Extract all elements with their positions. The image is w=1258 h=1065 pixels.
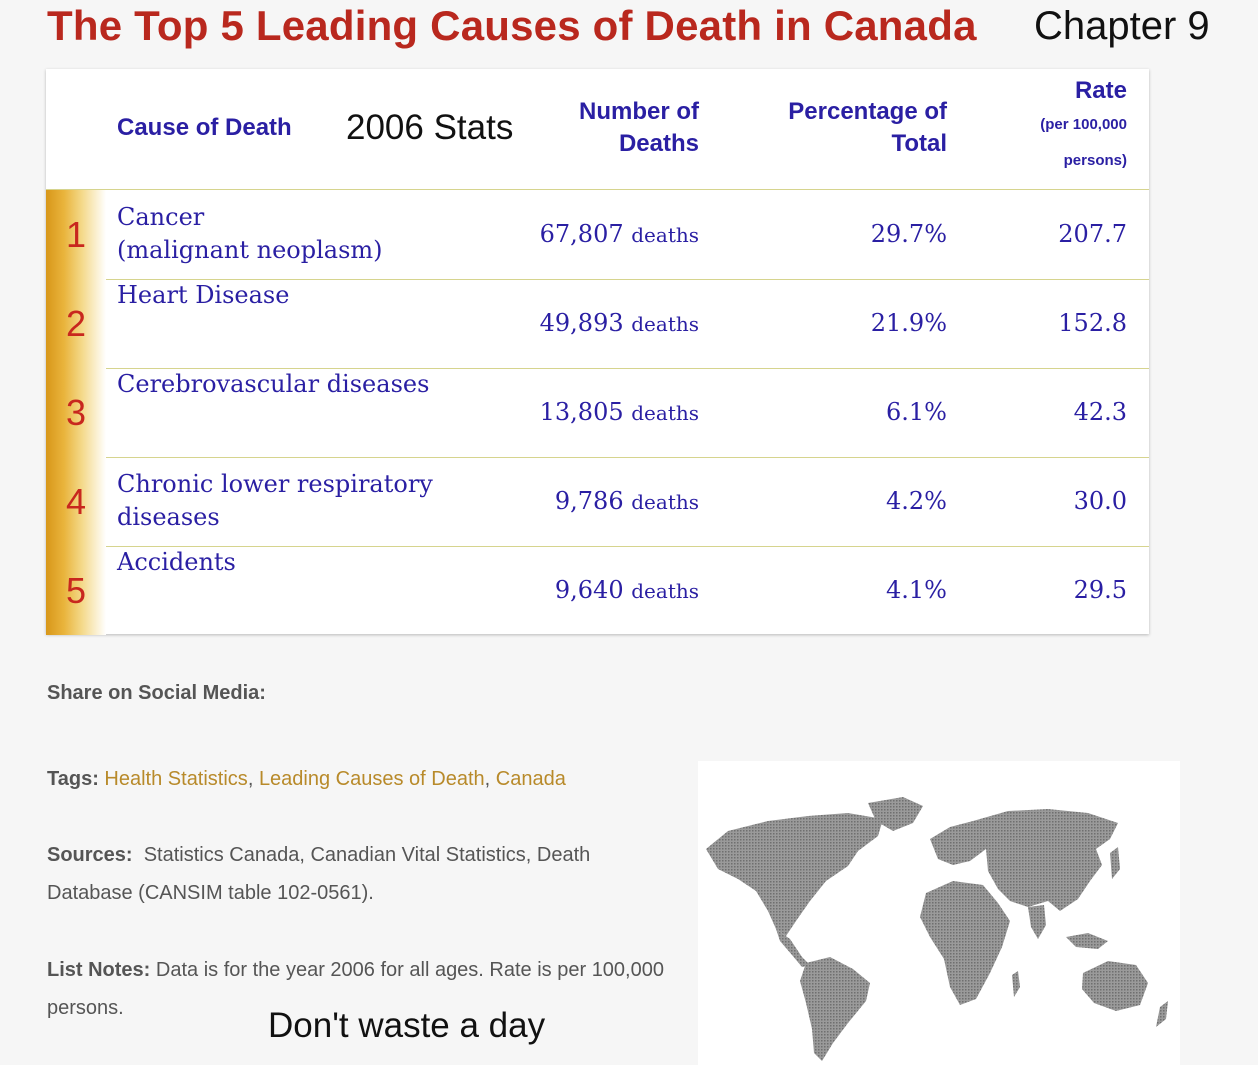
rank-badge: 4 <box>46 457 106 546</box>
share-label: Share on Social Media: <box>47 682 266 704</box>
number-value: 67,807 <box>539 220 624 248</box>
number-value: 9,640 <box>554 576 624 604</box>
cause-line1: Chronic lower respiratory <box>117 470 433 498</box>
cause-cell: Cancer (malignant neoplasm) <box>117 201 477 267</box>
number-value: 9,786 <box>554 487 624 515</box>
rate-cell: 30.0 <box>1073 487 1127 515</box>
column-header-percentage: Percentage of Total <box>727 96 947 160</box>
number-cell: 67,807 deaths <box>540 190 699 279</box>
column-header-rate-sub1: (per 100,000 <box>1040 116 1127 133</box>
column-header-number-line2: Deaths <box>618 130 699 157</box>
cause-line1: Cancer <box>117 203 205 231</box>
table-row: 5 Accidents 9,640 deaths 4.1% 29.5 <box>46 546 1149 635</box>
column-header-cause: Cause of Death <box>117 114 292 141</box>
column-header-rate-title: Rate <box>1074 77 1127 104</box>
column-header-percentage-line2: Total <box>891 130 947 157</box>
rank-badge: 5 <box>46 546 106 635</box>
world-map-icon <box>706 797 1168 1061</box>
rate-cell: 152.8 <box>1058 309 1127 337</box>
page-title: The Top 5 Leading Causes of Death in Can… <box>47 2 977 49</box>
tag-link[interactable]: Canada <box>495 768 566 790</box>
cause-line2: (malignant neoplasm) <box>117 236 383 264</box>
number-cell: 9,786 deaths <box>555 457 699 546</box>
percentage-cell: 6.1% <box>886 398 947 426</box>
column-header-rate-sub2: persons) <box>1063 152 1127 169</box>
tag-link[interactable]: Leading Causes of Death <box>258 768 485 790</box>
sources-label: Sources: <box>47 844 133 866</box>
rank-number: 5 <box>65 570 87 611</box>
notes-line: List Notes: Data is for the year 2006 fo… <box>47 951 672 1027</box>
number-unit: deaths <box>631 401 699 425</box>
number-unit: deaths <box>631 312 699 336</box>
number-unit: deaths <box>631 223 699 247</box>
chapter-label: Chapter 9 <box>1034 4 1210 48</box>
column-header-number-line1: Number of <box>579 98 699 125</box>
percentage-cell: 4.2% <box>886 487 947 515</box>
rank-badge: 3 <box>46 368 106 457</box>
table-row: 3 Cerebrovascular diseases 13,805 deaths… <box>46 368 1149 458</box>
rate-cell: 207.7 <box>1058 220 1127 248</box>
cause-cell: Accidents <box>117 548 236 576</box>
tag-link[interactable]: Health Statistics <box>104 768 248 790</box>
percentage-cell: 4.1% <box>886 576 947 604</box>
tags-label: Tags: <box>47 768 99 790</box>
rate-cell: 42.3 <box>1073 398 1127 426</box>
rank-badge: 1 <box>46 190 106 279</box>
cause-cell: Cerebrovascular diseases <box>117 370 430 398</box>
causes-table: Cause of Death Number of Deaths Percenta… <box>46 69 1149 635</box>
percentage-cell: 29.7% <box>870 220 947 248</box>
number-cell: 49,893 deaths <box>540 279 699 368</box>
world-map-image <box>698 761 1180 1065</box>
column-header-percentage-line1: Percentage of <box>788 98 947 125</box>
cause-line2: diseases <box>117 503 220 531</box>
rank-number: 1 <box>65 214 87 255</box>
rate-cell: 29.5 <box>1073 576 1127 604</box>
number-value: 49,893 <box>539 309 624 337</box>
stats-year-label: 2006 Stats <box>346 108 514 147</box>
percentage-cell: 21.9% <box>870 309 947 337</box>
column-header-number: Number of Deaths <box>499 96 699 160</box>
cause-cell: Heart Disease <box>117 281 290 309</box>
column-header-rate: Rate (per 100,000 persons) <box>987 75 1127 179</box>
notes-label: List Notes: <box>47 959 151 981</box>
rank-number: 4 <box>65 481 87 522</box>
rank-number: 3 <box>65 392 87 433</box>
number-cell: 13,805 deaths <box>540 368 699 457</box>
rank-badge: 2 <box>46 279 106 368</box>
table-header: Cause of Death Number of Deaths Percenta… <box>46 69 1149 190</box>
sources-line: Sources: Statistics Canada, Canadian Vit… <box>47 836 672 912</box>
table-row: 2 Heart Disease 49,893 deaths 21.9% 152.… <box>46 279 1149 369</box>
table-row: 1 Cancer (malignant neoplasm) 67,807 dea… <box>46 190 1149 280</box>
tags-line: Tags: Health Statistics, Leading Causes … <box>47 768 566 790</box>
number-unit: deaths <box>631 579 699 603</box>
number-value: 13,805 <box>539 398 624 426</box>
rank-number: 2 <box>65 303 87 344</box>
cause-cell: Chronic lower respiratory diseases <box>117 468 477 534</box>
notes-text: Data is for the year 2006 for all ages. … <box>47 959 664 1019</box>
sources-text: Statistics Canada, Canadian Vital Statis… <box>47 844 591 904</box>
number-unit: deaths <box>631 490 699 514</box>
motto-text: Don't waste a day <box>268 1006 546 1045</box>
table-row: 4 Chronic lower respiratory diseases 9,7… <box>46 457 1149 547</box>
number-cell: 9,640 deaths <box>555 546 699 635</box>
